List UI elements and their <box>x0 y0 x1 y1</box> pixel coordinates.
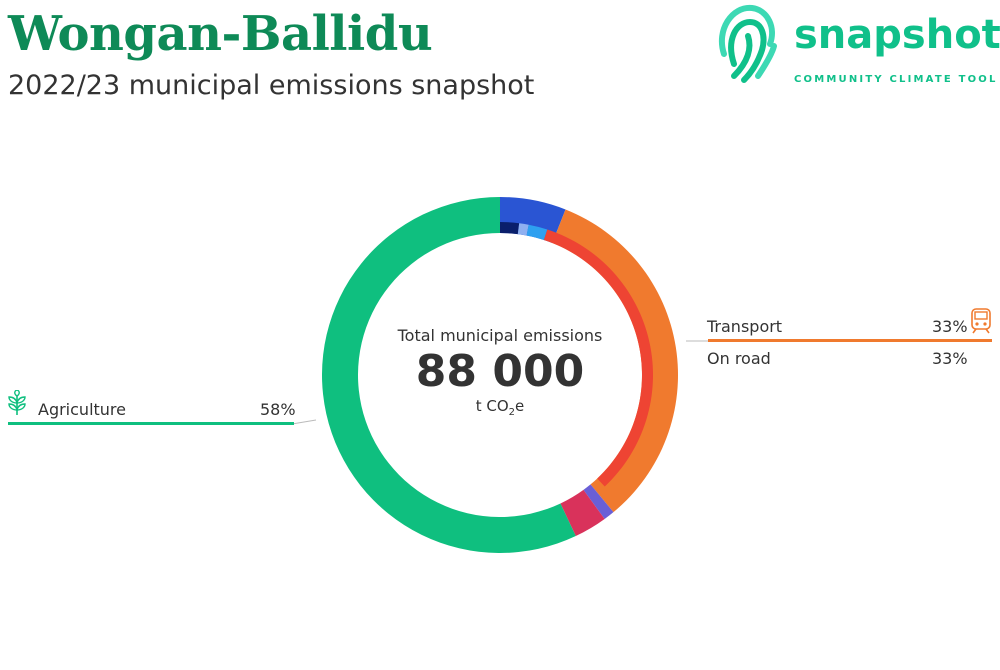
logo-tagline: COMMUNITY CLIMATE TOOL <box>794 74 998 85</box>
outer-slice-agriculture <box>321 197 576 553</box>
page-title: Wongan-Ballidu <box>8 6 433 62</box>
total-label: Total municipal emissions <box>397 326 603 345</box>
agriculture-leader-line <box>291 419 317 425</box>
inner-slice-segment-2 <box>526 224 548 240</box>
outer-slice-segment-2 <box>583 484 614 520</box>
inner-slice-segment-0 <box>500 222 520 235</box>
agriculture-value: 58% <box>260 400 296 419</box>
snapshot-logo: snapshot COMMUNITY CLIMATE TOOL <box>712 0 1000 90</box>
inner-ring <box>500 222 653 487</box>
transport-underline <box>708 339 992 342</box>
transport-value: 33% <box>932 317 968 336</box>
on-road-value: 33% <box>932 349 968 368</box>
agriculture-underline <box>8 422 294 425</box>
inner-slice-segment-1 <box>517 223 529 236</box>
agriculture-label: Agriculture <box>38 400 126 419</box>
total-value: 88 000 <box>415 346 585 397</box>
inner-slice-on-road <box>543 229 653 487</box>
logo-wordmark: snapshot <box>794 12 1000 58</box>
outer-slice-transport <box>552 209 679 513</box>
page-subtitle: 2022/23 municipal emissions snapshot <box>8 70 535 101</box>
chart-center: Total municipal emissions 88 000 t CO2e <box>360 326 640 418</box>
transport-label: Transport <box>707 317 783 336</box>
train-icon <box>971 308 991 334</box>
sprout-icon <box>8 390 26 415</box>
fingerprint-icon <box>719 4 777 83</box>
total-unit: t CO2e <box>475 397 525 418</box>
outer-slice-segment-3 <box>560 489 605 537</box>
on-road-label: On road <box>707 349 771 368</box>
